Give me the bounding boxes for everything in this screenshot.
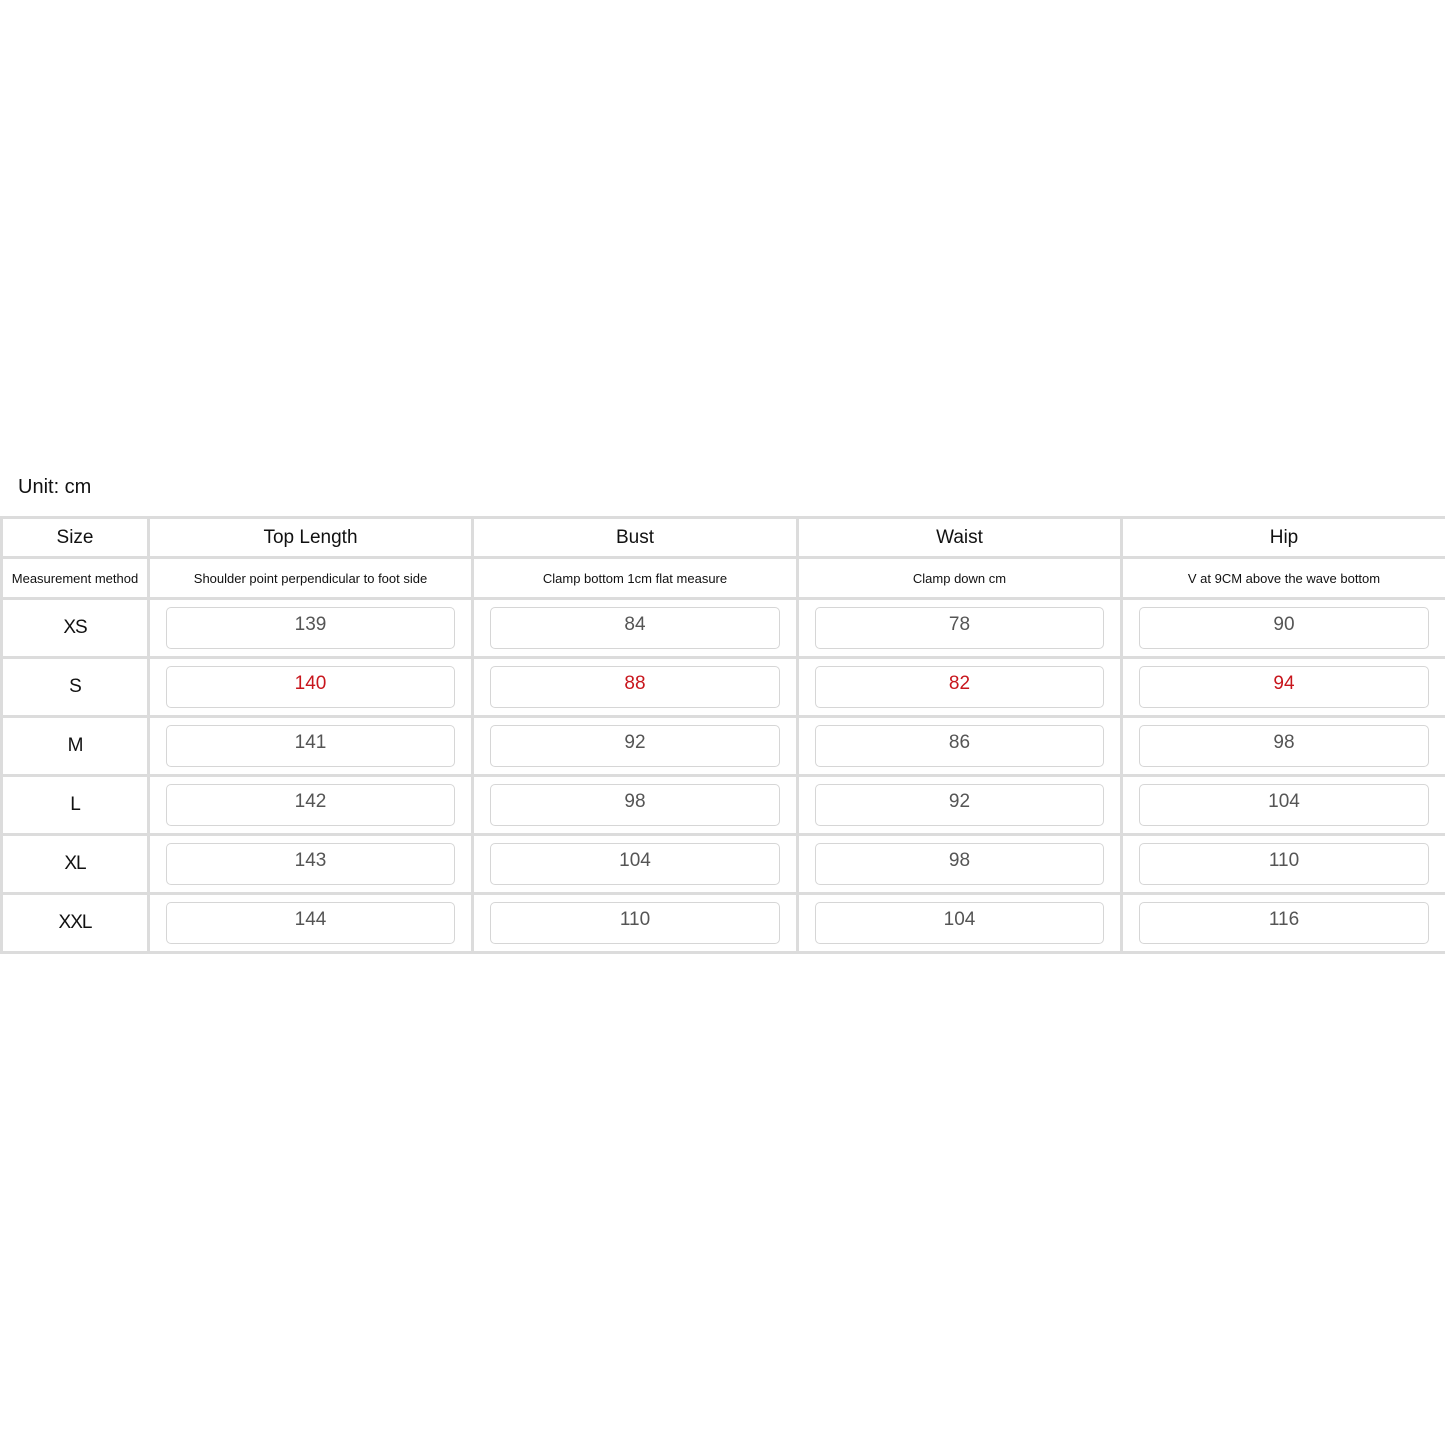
header-top-length: Top Length xyxy=(147,516,474,559)
value-top-length: 140 xyxy=(166,666,455,708)
cell-bust: 92 xyxy=(471,715,799,777)
cell-waist: 98 xyxy=(796,833,1123,895)
value-bust: 110 xyxy=(490,902,780,944)
cell-bust: 110 xyxy=(471,892,799,954)
size-cell: XXL xyxy=(0,892,150,954)
value-hip: 104 xyxy=(1139,784,1429,826)
value-hip: 94 xyxy=(1139,666,1429,708)
size-cell: S xyxy=(0,656,150,718)
cell-hip: 110 xyxy=(1120,833,1445,895)
table-row: XXL 144 110 104 116 xyxy=(0,892,1445,954)
value-bust: 84 xyxy=(490,607,780,649)
cell-hip: 94 xyxy=(1120,656,1445,718)
value-waist: 92 xyxy=(815,784,1104,826)
cell-hip: 98 xyxy=(1120,715,1445,777)
value-waist: 104 xyxy=(815,902,1104,944)
value-top-length: 143 xyxy=(166,843,455,885)
value-top-length: 141 xyxy=(166,725,455,767)
method-row: Measurement method Shoulder point perpen… xyxy=(0,556,1445,600)
method-bust: Clamp bottom 1cm flat measure xyxy=(471,556,799,600)
table-row: L 142 98 92 104 xyxy=(0,774,1445,836)
cell-waist: 104 xyxy=(796,892,1123,954)
size-cell: XL xyxy=(0,833,150,895)
table-row: XL 143 104 98 110 xyxy=(0,833,1445,895)
cell-bust: 104 xyxy=(471,833,799,895)
value-bust: 104 xyxy=(490,843,780,885)
cell-waist: 92 xyxy=(796,774,1123,836)
size-cell: M xyxy=(0,715,150,777)
header-hip: Hip xyxy=(1120,516,1445,559)
header-row: Size Top Length Bust Waist Hip xyxy=(0,516,1445,559)
value-top-length: 144 xyxy=(166,902,455,944)
value-bust: 92 xyxy=(490,725,780,767)
cell-hip: 104 xyxy=(1120,774,1445,836)
header-size: Size xyxy=(0,516,150,559)
cell-waist: 82 xyxy=(796,656,1123,718)
unit-label: Unit: cm xyxy=(18,476,92,498)
header-bust: Bust xyxy=(471,516,799,559)
method-label: Measurement method xyxy=(0,556,150,600)
cell-waist: 86 xyxy=(796,715,1123,777)
value-bust: 88 xyxy=(490,666,780,708)
size-chart-table: Size Top Length Bust Waist Hip Measureme… xyxy=(0,516,1445,954)
value-top-length: 142 xyxy=(166,784,455,826)
value-waist: 98 xyxy=(815,843,1104,885)
cell-bust: 98 xyxy=(471,774,799,836)
value-waist: 82 xyxy=(815,666,1104,708)
table-row: M 141 92 86 98 xyxy=(0,715,1445,777)
cell-top-length: 140 xyxy=(147,656,474,718)
size-cell: L xyxy=(0,774,150,836)
cell-top-length: 143 xyxy=(147,833,474,895)
value-waist: 78 xyxy=(815,607,1104,649)
cell-top-length: 141 xyxy=(147,715,474,777)
value-hip: 98 xyxy=(1139,725,1429,767)
cell-waist: 78 xyxy=(796,597,1123,659)
value-top-length: 139 xyxy=(166,607,455,649)
cell-top-length: 142 xyxy=(147,774,474,836)
size-cell: XS xyxy=(0,597,150,659)
table-row: XS 139 84 78 90 xyxy=(0,597,1445,659)
value-waist: 86 xyxy=(815,725,1104,767)
value-hip: 116 xyxy=(1139,902,1429,944)
method-waist: Clamp down cm xyxy=(796,556,1123,600)
cell-hip: 116 xyxy=(1120,892,1445,954)
cell-hip: 90 xyxy=(1120,597,1445,659)
method-top-length: Shoulder point perpendicular to foot sid… xyxy=(147,556,474,600)
table-row: S 140 88 82 94 xyxy=(0,656,1445,718)
value-bust: 98 xyxy=(490,784,780,826)
method-hip: V at 9CM above the wave bottom xyxy=(1120,556,1445,600)
cell-top-length: 139 xyxy=(147,597,474,659)
cell-bust: 88 xyxy=(471,656,799,718)
cell-bust: 84 xyxy=(471,597,799,659)
value-hip: 110 xyxy=(1139,843,1429,885)
cell-top-length: 144 xyxy=(147,892,474,954)
header-waist: Waist xyxy=(796,516,1123,559)
value-hip: 90 xyxy=(1139,607,1429,649)
